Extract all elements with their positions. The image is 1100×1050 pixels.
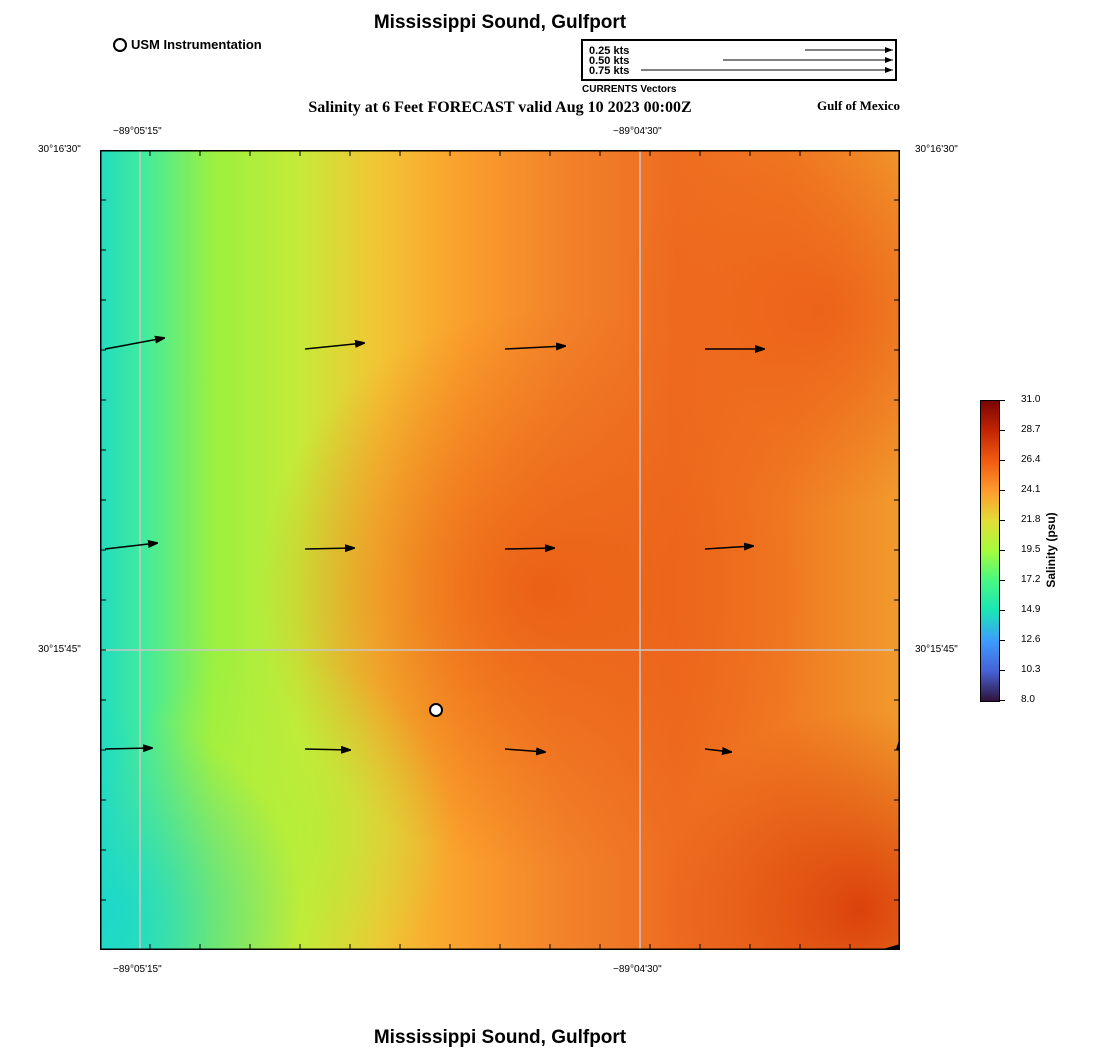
footer-title: Mississippi Sound, Gulfport [373,1027,627,1048]
instrument-legend-label: USM Instrumentation [131,37,262,52]
usm-station-marker[interactable] [429,703,443,717]
colorbar-tick-mark [1000,670,1005,671]
vector-legend-label: 0.75 kts [589,65,630,77]
vector-legend: 0.25 kts 0.50 kts 0.75 kts [581,39,897,81]
colorbar-tick-label: 19.5 [1021,544,1041,555]
region-label: Gulf of Mexico [816,98,900,113]
colorbar-tick-mark [1000,400,1005,401]
map-subtitle: Salinity at 6 Feet FORECAST valid Aug 10… [308,99,692,116]
axis-tick-right: 30°16'30" [915,144,958,155]
vector-legend-label: 0.25 kts [589,45,630,57]
axis-tick-bottom: −89°05'15" [113,964,162,975]
colorbar-tick-label: 12.6 [1021,634,1041,645]
colorbar-tick-mark [1000,520,1005,521]
current-vector [504,346,565,349]
salinity-map[interactable] [100,150,900,950]
colorbar-tick-label: 10.3 [1021,664,1041,675]
colorbar-tick-label: 21.8 [1021,514,1041,525]
colorbar-label: Salinity (psu) [1044,512,1058,588]
colorbar-tick-mark [1000,430,1005,431]
current-vector [304,343,364,350]
current-vector [104,543,157,550]
vector-legend-caption: CURRENTS Vectors [582,84,677,95]
colorbar-tick-label: 8.0 [1021,694,1035,705]
colorbar-tick-label: 24.1 [1021,484,1041,495]
colorbar-tick-label: 28.7 [1021,424,1041,435]
current-vector [304,749,350,750]
vector-legend-arrows [641,47,893,73]
map-title: Mississippi Sound, Gulfport [373,12,627,33]
salinity-colorbar [980,400,1000,702]
colorbar-tick-mark [1000,700,1005,701]
colorbar-tick-label: 17.2 [1021,574,1041,585]
colorbar-tick-mark [1000,580,1005,581]
current-vector [504,749,545,752]
colorbar-tick-mark [1000,610,1005,611]
colorbar-tick-mark [1000,640,1005,641]
instrument-legend: USM Instrumentation [113,37,262,52]
station-marker-icon [113,37,127,52]
current-vector [504,548,554,549]
vector-legend-label: 0.50 kts [589,55,630,67]
axis-tick-top: −89°05'15" [113,126,162,137]
current-vector [704,546,753,549]
axis-tick-top: −89°04'30" [613,126,662,137]
colorbar-tick-label: 14.9 [1021,604,1041,615]
colorbar-tick-mark [1000,490,1005,491]
current-vector [104,748,152,749]
axis-tick-right: 30°15'45" [915,644,958,655]
current-vector [704,749,731,752]
current-vector [304,548,354,549]
colorbar-tick-mark [1000,550,1005,551]
frame-ticks [100,150,900,950]
current-vector [104,338,164,350]
colorbar-tick-label: 26.4 [1021,454,1041,465]
axis-tick-left: 30°16'30" [38,144,81,155]
current-vectors [104,338,764,752]
colorbar-tick-label: 31.0 [1021,394,1041,405]
graticule [100,150,900,950]
colorbar-tick-mark [1000,460,1005,461]
axis-tick-left: 30°15'45" [38,644,81,655]
axis-tick-bottom: −89°04'30" [613,964,662,975]
